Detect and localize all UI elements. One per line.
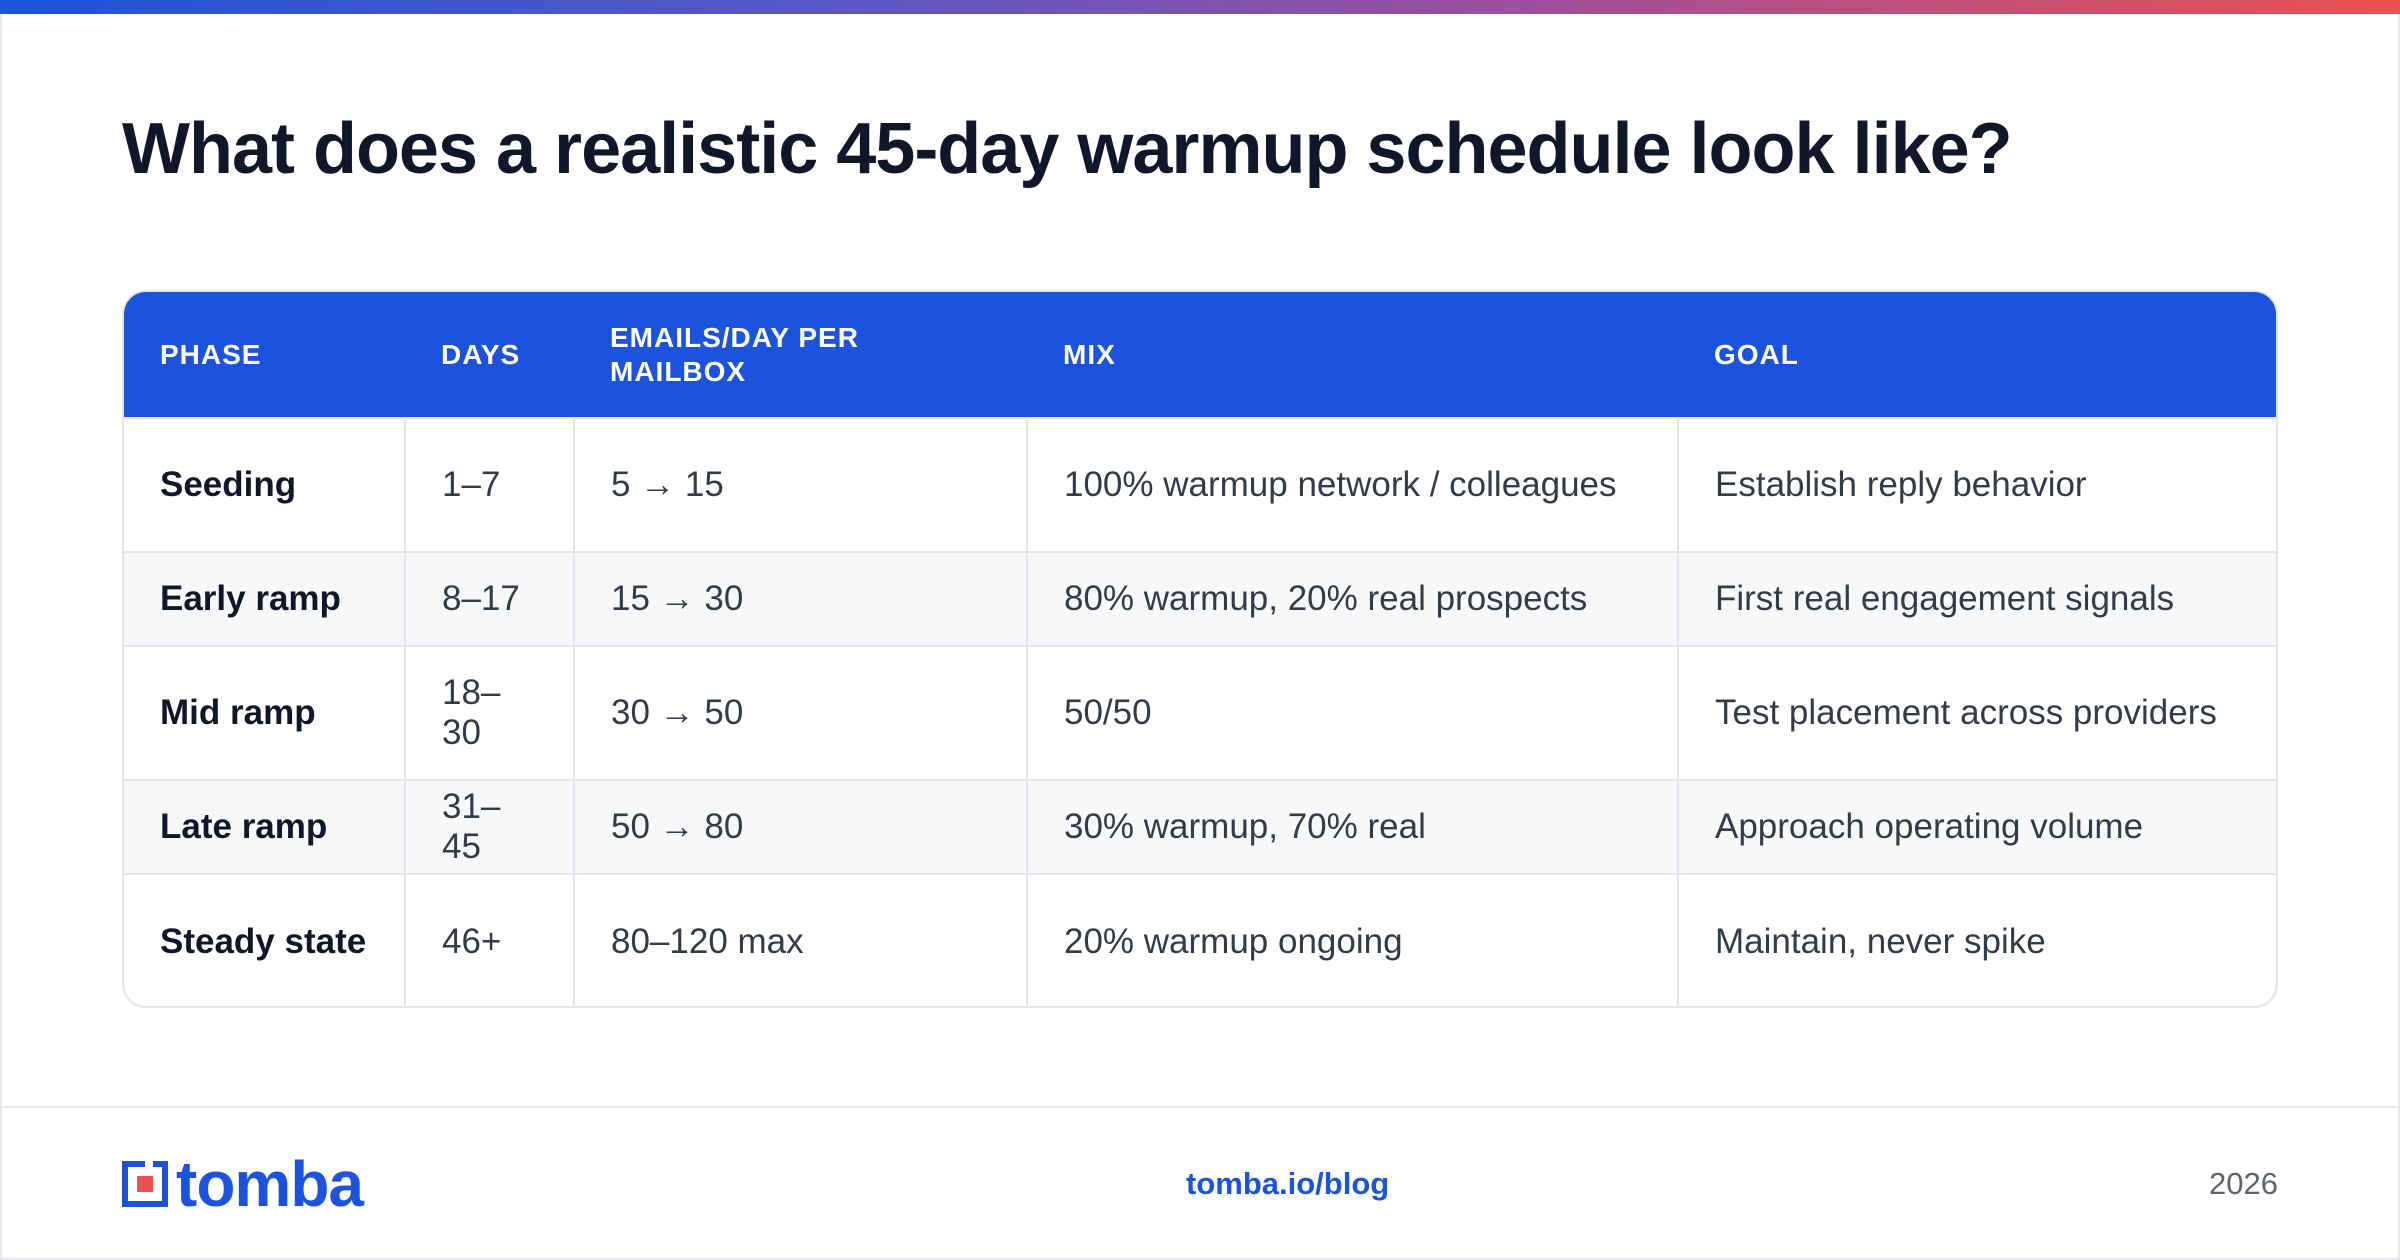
days-cell: 31–45 (405, 779, 575, 874)
footer-divider (0, 1106, 2400, 1108)
header-phase: PHASE (124, 292, 405, 418)
table-row: Late ramp 31–45 50 → 80 30% warmup, 70% … (124, 779, 2276, 874)
logo-wordmark: tomba (176, 1148, 364, 1220)
phase-cell: Seeding (124, 417, 406, 552)
emails-cell: 15 → 30 (574, 551, 1028, 646)
header-goal: GOAL (1678, 292, 2276, 418)
phase-cell: Late ramp (124, 779, 406, 874)
days-cell: 8–17 (405, 551, 575, 646)
goal-cell: Establish reply behavior (1678, 417, 2276, 552)
mix-cell: 80% warmup, 20% real prospects (1027, 551, 1679, 646)
mix-cell: 100% warmup network / colleagues (1027, 417, 1679, 552)
emails-cell: 5 → 15 (574, 417, 1028, 552)
goal-cell: Test placement across providers (1678, 645, 2276, 780)
goal-cell: Approach operating volume (1678, 779, 2276, 874)
emails-cell: 30 → 50 (574, 645, 1028, 780)
days-cell: 18–30 (405, 645, 575, 780)
warmup-schedule-table: PHASE DAYS EMAILS/DAY PER MAILBOX MIX GO… (122, 290, 2278, 1008)
mix-cell: 50/50 (1027, 645, 1679, 780)
header-mix: MIX (1027, 292, 1678, 418)
emails-cell: 80–120 max (574, 873, 1028, 1006)
tomba-logo-icon (122, 1161, 168, 1207)
mix-cell: 30% warmup, 70% real (1027, 779, 1679, 874)
page-title: What does a realistic 45-day warmup sche… (122, 109, 2013, 189)
footer-year: 2026 (2209, 1166, 2278, 1201)
mix-cell: 20% warmup ongoing (1027, 873, 1679, 1006)
emails-cell: 50 → 80 (574, 779, 1028, 874)
goal-cell: First real engagement signals (1678, 551, 2276, 646)
table-row: Early ramp 8–17 15 → 30 80% warmup, 20% … (124, 551, 2276, 646)
tomba-logo[interactable]: tomba (122, 1148, 364, 1220)
phase-cell: Steady state (124, 873, 406, 1006)
table-header-row: PHASE DAYS EMAILS/DAY PER MAILBOX MIX GO… (124, 292, 2276, 418)
table-row: Seeding 1–7 5 → 15 100% warmup network /… (124, 417, 2276, 552)
header-days: DAYS (405, 292, 574, 418)
header-emails-per-day: EMAILS/DAY PER MAILBOX (574, 292, 1027, 418)
days-cell: 46+ (405, 873, 575, 1006)
table-row: Steady state 46+ 80–120 max 20% warmup o… (124, 873, 2276, 1006)
top-gradient-bar (0, 0, 2400, 14)
days-cell: 1–7 (405, 417, 575, 552)
phase-cell: Early ramp (124, 551, 406, 646)
phase-cell: Mid ramp (124, 645, 406, 780)
goal-cell: Maintain, never spike (1678, 873, 2276, 1006)
blog-link[interactable]: tomba.io/blog (1186, 1166, 1390, 1201)
table-row: Mid ramp 18–30 30 → 50 50/50 Test placem… (124, 645, 2276, 780)
